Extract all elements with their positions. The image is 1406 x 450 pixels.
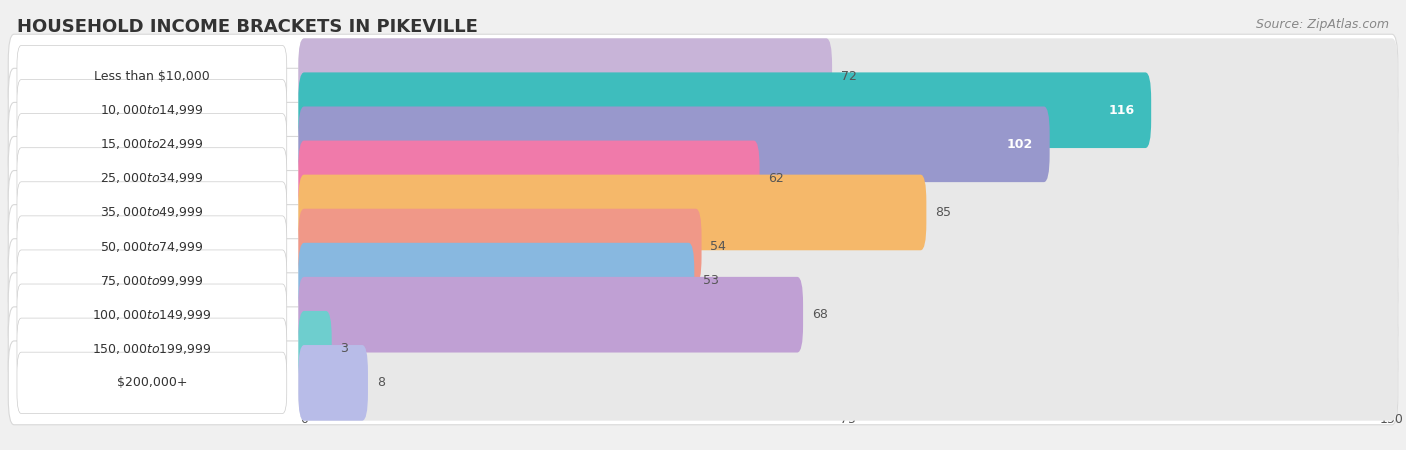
Text: $50,000 to $74,999: $50,000 to $74,999 bbox=[100, 239, 204, 253]
FancyBboxPatch shape bbox=[298, 243, 1398, 319]
FancyBboxPatch shape bbox=[8, 341, 1398, 425]
Text: $200,000+: $200,000+ bbox=[117, 376, 187, 389]
FancyBboxPatch shape bbox=[17, 45, 287, 107]
FancyBboxPatch shape bbox=[298, 107, 1050, 182]
FancyBboxPatch shape bbox=[8, 34, 1398, 118]
FancyBboxPatch shape bbox=[17, 80, 287, 141]
FancyBboxPatch shape bbox=[8, 307, 1398, 391]
FancyBboxPatch shape bbox=[8, 273, 1398, 356]
FancyBboxPatch shape bbox=[17, 148, 287, 209]
Text: $10,000 to $14,999: $10,000 to $14,999 bbox=[100, 103, 204, 117]
FancyBboxPatch shape bbox=[298, 345, 368, 421]
FancyBboxPatch shape bbox=[17, 250, 287, 311]
Text: 116: 116 bbox=[1108, 104, 1135, 117]
FancyBboxPatch shape bbox=[298, 72, 1152, 148]
Text: 62: 62 bbox=[768, 172, 785, 185]
FancyBboxPatch shape bbox=[17, 318, 287, 379]
Text: HOUSEHOLD INCOME BRACKETS IN PIKEVILLE: HOUSEHOLD INCOME BRACKETS IN PIKEVILLE bbox=[17, 18, 478, 36]
FancyBboxPatch shape bbox=[298, 140, 1398, 216]
Text: 54: 54 bbox=[710, 240, 725, 253]
Text: 68: 68 bbox=[811, 308, 828, 321]
FancyBboxPatch shape bbox=[8, 136, 1398, 220]
Text: Source: ZipAtlas.com: Source: ZipAtlas.com bbox=[1256, 18, 1389, 31]
Text: 85: 85 bbox=[935, 206, 950, 219]
FancyBboxPatch shape bbox=[298, 38, 832, 114]
FancyBboxPatch shape bbox=[17, 284, 287, 345]
Text: 3: 3 bbox=[340, 342, 349, 355]
Text: 102: 102 bbox=[1007, 138, 1033, 151]
Text: $35,000 to $49,999: $35,000 to $49,999 bbox=[100, 206, 204, 220]
FancyBboxPatch shape bbox=[298, 107, 1398, 182]
FancyBboxPatch shape bbox=[8, 68, 1398, 152]
FancyBboxPatch shape bbox=[298, 277, 803, 352]
FancyBboxPatch shape bbox=[298, 140, 759, 216]
FancyBboxPatch shape bbox=[298, 209, 1398, 284]
FancyBboxPatch shape bbox=[17, 216, 287, 277]
FancyBboxPatch shape bbox=[298, 345, 1398, 421]
FancyBboxPatch shape bbox=[17, 352, 287, 414]
FancyBboxPatch shape bbox=[298, 72, 1398, 148]
Text: $25,000 to $34,999: $25,000 to $34,999 bbox=[100, 171, 204, 185]
FancyBboxPatch shape bbox=[298, 243, 695, 319]
FancyBboxPatch shape bbox=[298, 311, 1398, 387]
FancyBboxPatch shape bbox=[17, 182, 287, 243]
FancyBboxPatch shape bbox=[8, 205, 1398, 288]
FancyBboxPatch shape bbox=[8, 238, 1398, 323]
FancyBboxPatch shape bbox=[298, 209, 702, 284]
Text: $15,000 to $24,999: $15,000 to $24,999 bbox=[100, 137, 204, 151]
Text: $75,000 to $99,999: $75,000 to $99,999 bbox=[100, 274, 204, 288]
FancyBboxPatch shape bbox=[8, 103, 1398, 186]
FancyBboxPatch shape bbox=[8, 171, 1398, 254]
FancyBboxPatch shape bbox=[298, 311, 332, 387]
Text: $150,000 to $199,999: $150,000 to $199,999 bbox=[93, 342, 211, 356]
Text: Less than $10,000: Less than $10,000 bbox=[94, 70, 209, 83]
FancyBboxPatch shape bbox=[17, 114, 287, 175]
FancyBboxPatch shape bbox=[298, 175, 927, 250]
FancyBboxPatch shape bbox=[298, 175, 1398, 250]
Text: $100,000 to $149,999: $100,000 to $149,999 bbox=[93, 308, 211, 322]
FancyBboxPatch shape bbox=[298, 38, 1398, 114]
FancyBboxPatch shape bbox=[298, 277, 1398, 352]
Text: 53: 53 bbox=[703, 274, 718, 287]
Text: 8: 8 bbox=[377, 376, 385, 389]
Text: 72: 72 bbox=[841, 70, 856, 83]
